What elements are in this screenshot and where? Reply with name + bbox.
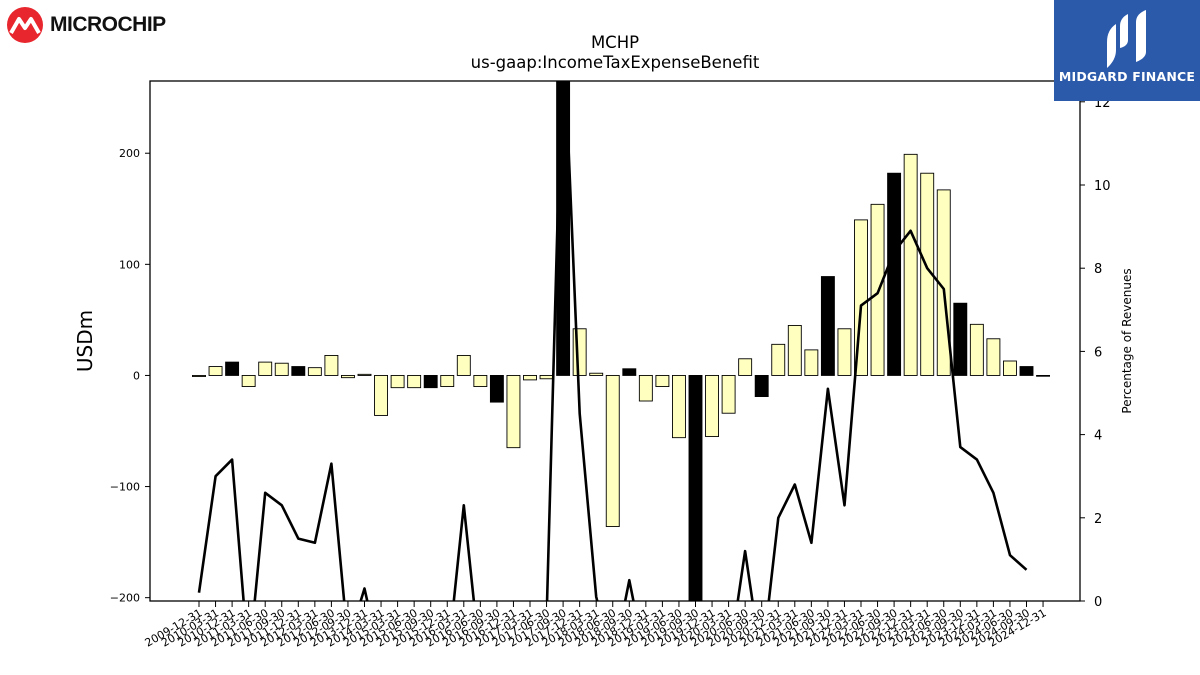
chart-subtitle: us-gaap:IncomeTaxExpenseBenefit: [471, 53, 760, 72]
chart-title: MCHP: [591, 33, 639, 52]
y2-tick-label: 2: [1094, 512, 1102, 527]
bar-2017-12-31: [572, 328, 587, 376]
y-tick-label: −100: [110, 481, 140, 494]
bar-2020-03-31: [721, 374, 736, 414]
y-tick-label: 200: [119, 147, 140, 160]
bar-2021-09-30: [820, 276, 835, 376]
bar-2024-03-31: [986, 338, 1001, 376]
bar-2021-06-30: [804, 349, 819, 376]
microchip-logo-text: MICROCHIP: [50, 13, 166, 36]
midgard-finance-logo-text: MIDGARD FINANCE: [1058, 69, 1196, 84]
bar-2013-12-31: [357, 373, 372, 376]
midgard-finance-logo-icon: [1107, 10, 1146, 68]
bar-2016-12-31: [506, 374, 521, 449]
microchip-logo-icon: [7, 7, 43, 43]
bar-2009-12-31: [192, 374, 206, 378]
bar-2017-03-31: [523, 374, 537, 381]
bar-2015-12-31: [440, 374, 455, 388]
bar-2012-09-30: [341, 374, 355, 379]
y2-tick-label: 8: [1094, 262, 1102, 277]
y-tick-label: 100: [119, 258, 140, 271]
bar-series: [192, 81, 1051, 601]
bar-2010-12-31: [225, 361, 240, 376]
bar-2015-03-31: [390, 374, 405, 389]
bar-2019-03-31: [655, 374, 670, 388]
y2-axis-label: Percentage of Revenues: [1120, 268, 1134, 413]
bar-2014-03-31: [374, 374, 388, 416]
x-axis-ticks: 2009-12-312010-03-312010-12-312011-03-31…: [143, 601, 1049, 650]
bar-2012-03-31: [307, 367, 322, 376]
bar-2020-12-31: [771, 343, 786, 376]
midgard-finance-logo: MIDGARD FINANCE: [1054, 0, 1200, 101]
plot-frame: [149, 80, 1081, 602]
bar-2021-12-31: [837, 328, 852, 376]
bar-2015-06-30: [407, 374, 422, 389]
bar-2023-12-31: [969, 323, 984, 376]
bar-2023-09-30: [953, 302, 968, 376]
line-series: [197, 81, 1028, 601]
y-tick-label: −200: [110, 592, 140, 605]
bar-2015-09-30: [423, 374, 438, 389]
bar-2016-06-30: [473, 374, 488, 388]
bar-2012-06-30: [324, 354, 339, 376]
y2-tick-label: 10: [1094, 179, 1111, 194]
bar-2024-09-30: [1019, 366, 1034, 376]
bar-2010-03-31: [208, 366, 223, 376]
percentage-line: [197, 81, 1028, 601]
y2-tick-label: 4: [1094, 429, 1102, 444]
y-tick-label: 0: [133, 369, 140, 382]
y-axis-label: USDm: [73, 310, 97, 372]
bar-2022-12-31: [903, 153, 918, 376]
bar-2018-12-31: [638, 374, 653, 402]
bar-2018-06-30: [605, 374, 620, 528]
bar-2020-06-30: [738, 358, 753, 376]
y2-tick-label: 0: [1094, 595, 1102, 610]
bar-2011-03-31: [241, 374, 256, 388]
bar-2018-03-31: [589, 372, 604, 376]
y2-tick-label: 6: [1094, 345, 1102, 360]
bar-2021-03-31: [787, 324, 802, 376]
bar-2011-09-30: [274, 362, 289, 376]
bar-2020-09-30: [754, 374, 769, 398]
bar-2022-09-30: [887, 172, 902, 376]
bar-2024-12-31: [1036, 374, 1051, 377]
bar-2016-03-31: [456, 354, 471, 376]
bar-2011-06-30: [258, 361, 273, 376]
microchip-logo: MICROCHIP: [6, 6, 166, 44]
bar-2019-12-31: [705, 374, 719, 438]
left-axis-ticks: −200 −100 0 100 200: [110, 147, 150, 605]
bar-2024-06-30: [1003, 360, 1017, 376]
bar-2017-06-30: [539, 374, 554, 380]
bar-2018-09-30: [622, 368, 637, 376]
bar-2019-06-30: [672, 374, 686, 439]
bar-2016-09-30: [489, 374, 504, 403]
bar-2011-12-31: [291, 366, 306, 376]
bar-2019-09-30: [688, 374, 703, 601]
